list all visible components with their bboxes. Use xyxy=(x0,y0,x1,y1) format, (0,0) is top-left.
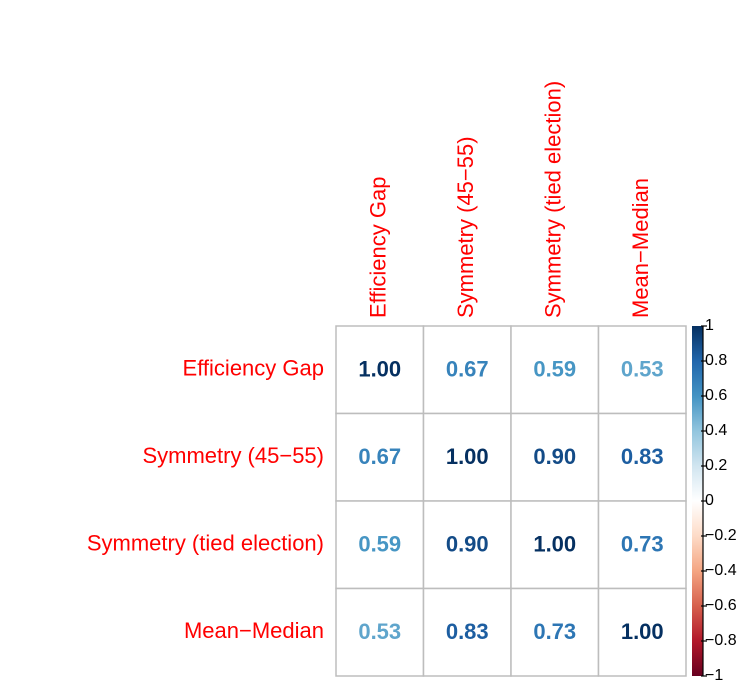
row-label: Mean−Median xyxy=(184,618,324,643)
cell-value: 0.59 xyxy=(358,532,401,557)
colorbar-tick-label: −0.6 xyxy=(705,597,737,614)
colorbar-tick-label: 0.4 xyxy=(705,422,727,439)
cell-value: 0.59 xyxy=(533,357,576,382)
cell xyxy=(422,325,512,415)
cell xyxy=(335,587,425,677)
colorbar xyxy=(692,326,703,676)
colorbar-tick-label: 0.6 xyxy=(705,387,727,404)
cell-value: 0.73 xyxy=(621,532,664,557)
colorbar-tick-label: 0.8 xyxy=(705,352,727,369)
cell-value: 1.00 xyxy=(358,357,401,382)
row-label: Efficiency Gap xyxy=(183,356,324,381)
cell-value: 0.53 xyxy=(621,357,664,382)
cell xyxy=(422,587,512,677)
cell-value: 0.67 xyxy=(358,444,401,469)
colorbar-tick-label: 0 xyxy=(705,492,714,509)
cell-value: 0.90 xyxy=(533,444,576,469)
cell xyxy=(597,325,687,415)
colorbar-tick-label: −0.2 xyxy=(705,527,737,544)
column-label: Symmetry (45−55) xyxy=(453,136,478,318)
colorbar-tick-label: 1 xyxy=(705,317,714,334)
column-label: Efficiency Gap xyxy=(366,177,391,318)
row-label: Symmetry (tied election) xyxy=(87,531,324,556)
cell-value: 0.90 xyxy=(446,532,489,557)
cell xyxy=(510,325,600,415)
column-label: Symmetry (tied election) xyxy=(541,81,566,318)
cell-value: 0.83 xyxy=(446,619,489,644)
cell-value: 0.53 xyxy=(358,619,401,644)
colorbar-tick-label: −1 xyxy=(705,667,723,684)
cell-value: 1.00 xyxy=(446,444,489,469)
cell xyxy=(597,587,687,677)
cell xyxy=(597,412,687,502)
cell-value: 1.00 xyxy=(621,619,664,644)
column-label: Mean−Median xyxy=(628,178,653,318)
row-label: Symmetry (45−55) xyxy=(142,443,324,468)
colorbar-tick-label: −0.8 xyxy=(705,632,737,649)
cell-value: 0.73 xyxy=(533,619,576,644)
cell-value: 0.83 xyxy=(621,444,664,469)
cell-value: 1.00 xyxy=(533,532,576,557)
cell xyxy=(335,325,425,415)
cell xyxy=(597,500,687,590)
cell xyxy=(422,500,512,590)
colorbar-tick-label: −0.4 xyxy=(705,562,737,579)
colorbar-tick-label: 0.2 xyxy=(705,457,727,474)
cell-value: 0.67 xyxy=(446,357,489,382)
cell xyxy=(422,412,512,502)
